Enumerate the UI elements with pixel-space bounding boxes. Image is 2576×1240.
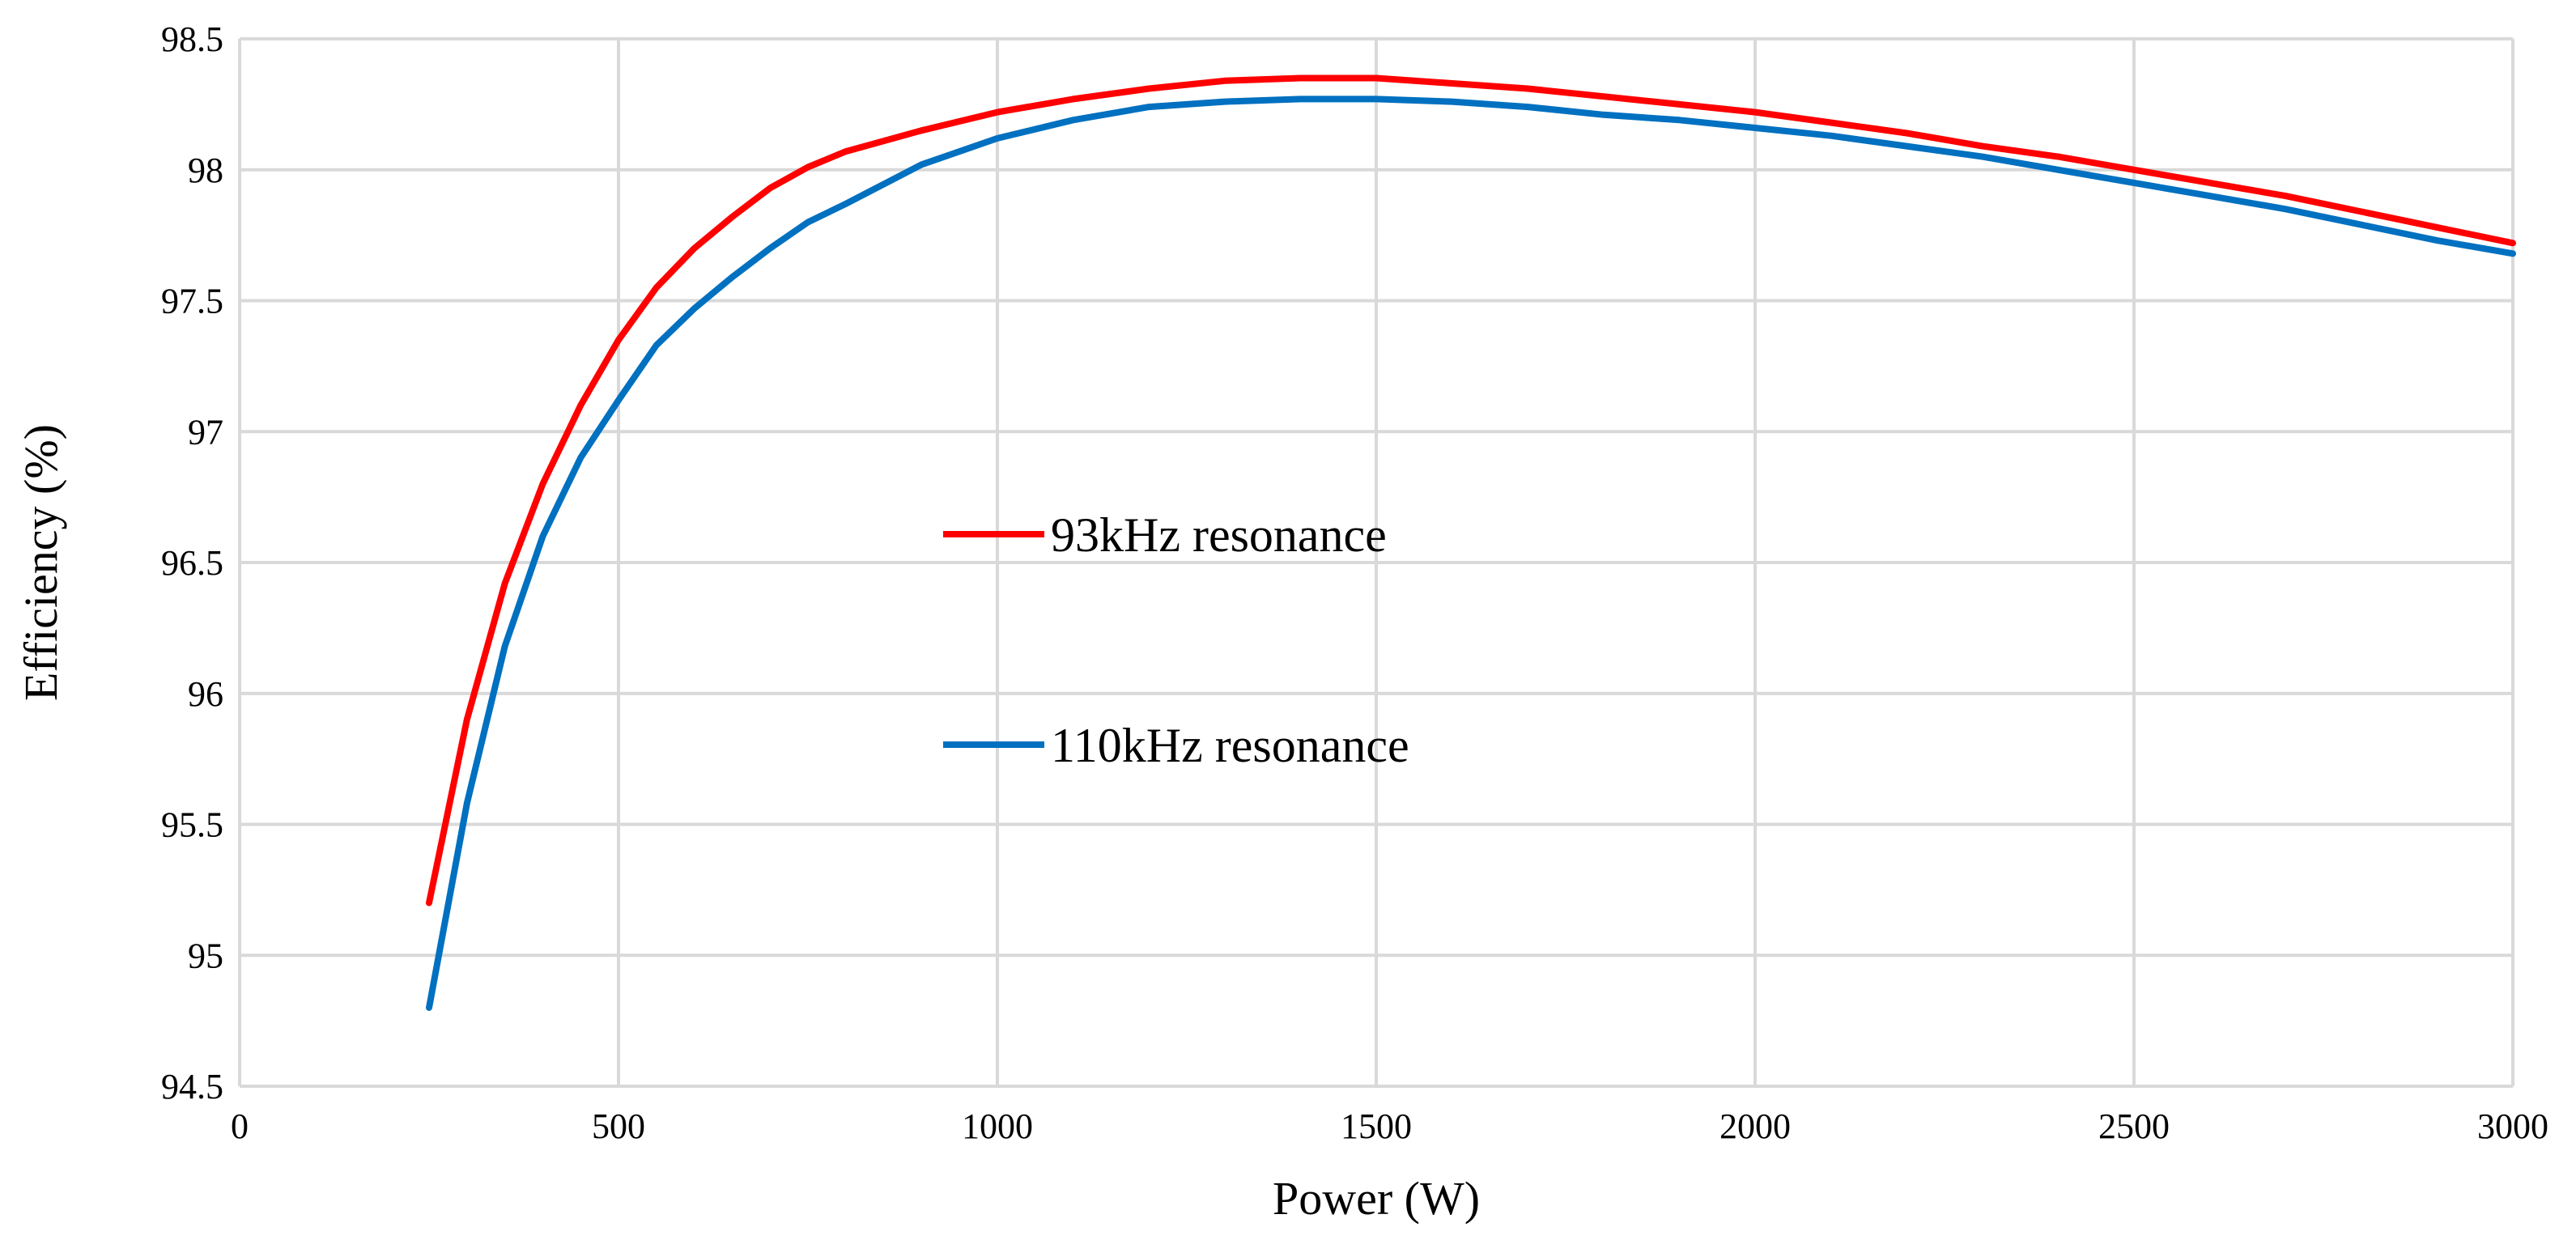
- y-tick-label: 98.5: [161, 19, 223, 59]
- y-tick-label: 98: [188, 151, 223, 190]
- grid-lines: [238, 37, 2514, 1088]
- x-axis-title: Power (W): [1273, 1172, 1480, 1225]
- y-axis-title: Efficiency (%): [15, 424, 67, 701]
- y-tick-label: 95.5: [161, 805, 223, 845]
- x-tick-label: 2000: [1719, 1106, 1791, 1146]
- series-lines: [426, 74, 2516, 1011]
- tick-labels: 94.5 95 95.5 96 96.5 97 97.5 98 98.5 0 500 1000 1500…: [161, 19, 2548, 1146]
- y-tick-label: 96: [188, 674, 223, 714]
- x-tick-label: 3000: [2477, 1106, 2548, 1146]
- series-line-2: [426, 96, 2516, 1011]
- x-tick-label: 1500: [1341, 1106, 1412, 1146]
- x-tick-label: 1000: [962, 1106, 1033, 1146]
- legend-label-2: 110kHz resonance: [1051, 719, 1409, 772]
- y-tick-label: 95: [188, 936, 223, 975]
- y-tick-label: 96.5: [161, 543, 223, 583]
- y-tick-label: 97.5: [161, 282, 223, 321]
- y-tick-label: 97: [188, 412, 223, 452]
- x-tick-label: 2500: [2098, 1106, 2170, 1146]
- x-tick-label: 0: [231, 1106, 249, 1146]
- x-tick-label: 500: [592, 1106, 645, 1146]
- legend-label-1: 93kHz resonance: [1051, 508, 1387, 562]
- legend: 93kHz resonance 110kHz resonance: [943, 508, 1409, 772]
- series-line-1: [426, 74, 2516, 907]
- y-tick-label: 94.5: [161, 1067, 223, 1106]
